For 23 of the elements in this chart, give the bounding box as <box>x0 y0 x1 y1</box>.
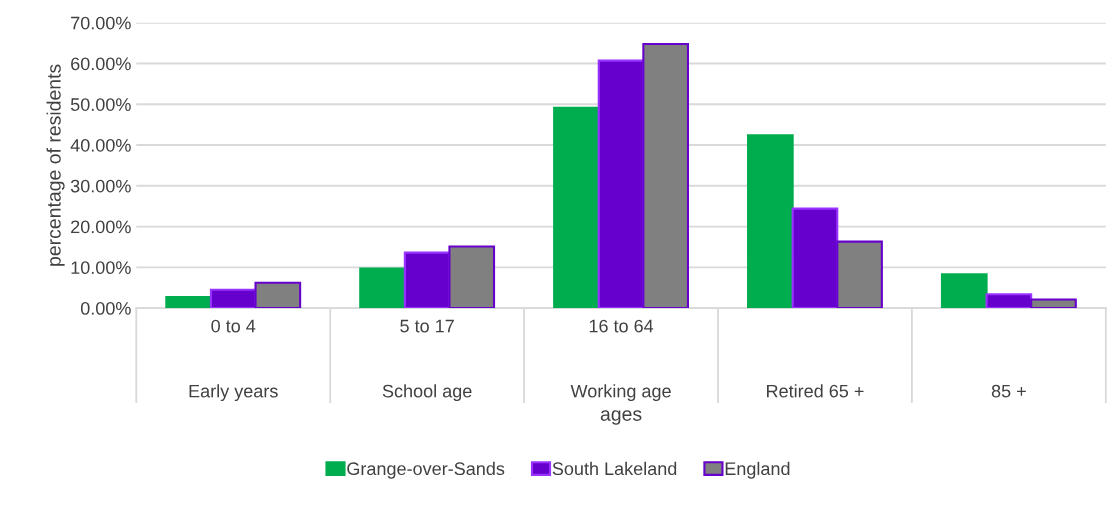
x-tick-label: Retired 65 + <box>767 384 864 398</box>
x-axis-title: ages <box>600 410 642 425</box>
y-tick-label: 20.00% <box>71 220 131 234</box>
y-tick-label: 70.00% <box>71 16 131 30</box>
y-axis-title: percentage of residents <box>46 64 65 266</box>
category-label: 5 to 17 School age <box>382 319 472 402</box>
y-tick-label: 50.00% <box>70 98 131 111</box>
y-tick-label: 10.00% <box>71 261 131 275</box>
bar <box>165 296 212 309</box>
bar <box>747 134 794 309</box>
category-label: 0 to 4 Early years <box>189 319 278 402</box>
y-tick-label: 30.00% <box>70 179 131 193</box>
bar <box>553 106 600 309</box>
bar <box>359 267 406 309</box>
bar <box>940 273 988 309</box>
legend-label: Grange-over-Sands <box>347 461 505 479</box>
x-tick-label: 85 + <box>991 384 1026 398</box>
legend-label: South Lakeland <box>552 461 677 476</box>
legend-label: England <box>725 461 790 479</box>
y-tick-label: 40.00% <box>70 138 131 152</box>
y-tick-label: 60.00% <box>71 57 131 71</box>
y-tick-label: 0.00% <box>80 301 131 315</box>
category-label: 16 to 64 Working age <box>570 319 671 402</box>
